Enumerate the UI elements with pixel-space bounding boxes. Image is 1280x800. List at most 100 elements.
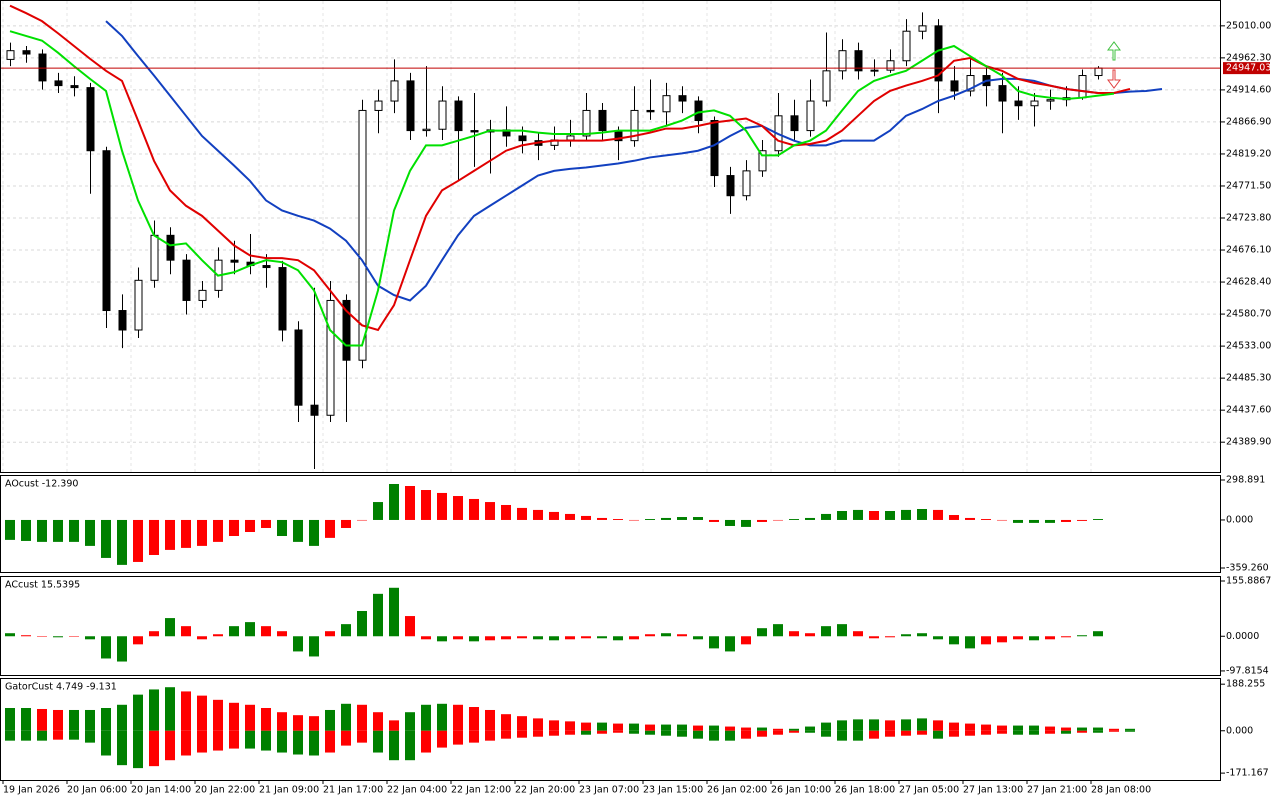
histogram-bar	[1093, 631, 1103, 637]
y-tick-label: 24962.30	[1226, 52, 1271, 63]
histogram-bar	[629, 730, 639, 734]
histogram-bar	[869, 719, 879, 731]
histogram-bar	[773, 728, 783, 731]
histogram-bar	[709, 725, 719, 731]
candle-body	[134, 279, 143, 331]
histogram-bar	[405, 486, 415, 520]
histogram-bar	[597, 517, 607, 520]
histogram-bar	[149, 631, 159, 637]
histogram-bar	[981, 636, 991, 645]
histogram-bar	[853, 730, 863, 741]
histogram-bar	[549, 720, 559, 731]
histogram-bar	[533, 636, 543, 640]
histogram-bar	[101, 707, 111, 731]
histogram-bar	[309, 519, 319, 546]
x-tick-label: 26 Jan 18:00	[835, 785, 895, 796]
histogram-bar	[133, 519, 143, 562]
x-tick-label: 27 Jan 05:00	[899, 785, 959, 796]
histogram-bar	[293, 715, 303, 731]
histogram-bar	[37, 708, 47, 731]
histogram-bar	[325, 631, 335, 637]
y-tick-label: 24771.50	[1226, 180, 1271, 191]
histogram-bar	[309, 636, 319, 657]
histogram-bar	[677, 724, 687, 731]
histogram-bar	[1029, 636, 1039, 641]
y-tick-label: 24866.90	[1226, 116, 1271, 127]
histogram-bar	[165, 519, 175, 550]
histogram-bar	[53, 730, 63, 740]
histogram-bar	[341, 519, 351, 528]
histogram-bar	[469, 730, 479, 743]
candle-body	[678, 95, 687, 102]
candle-body	[118, 310, 127, 331]
histogram-bar	[101, 519, 111, 558]
histogram-bar	[677, 517, 687, 520]
histogram-bar	[357, 519, 367, 521]
histogram-bar	[69, 519, 79, 542]
histogram-bar	[1029, 519, 1039, 523]
candle-body	[438, 100, 447, 130]
histogram-bar	[421, 636, 431, 640]
candle-body	[870, 69, 879, 72]
histogram-bar	[149, 689, 159, 731]
histogram-bar	[341, 703, 351, 731]
histogram-bar	[389, 483, 399, 520]
histogram-bar	[117, 519, 127, 565]
histogram-bar	[997, 730, 1007, 734]
histogram-bar	[581, 636, 591, 639]
y-tick-label: -359.260	[1226, 562, 1269, 573]
candle-body	[1078, 75, 1087, 99]
x-tick-label: 27 Jan 13:00	[963, 785, 1023, 796]
histogram-bar	[453, 636, 463, 640]
histogram-bar	[661, 633, 671, 637]
histogram-bar	[1093, 519, 1103, 520]
histogram-bar	[613, 519, 623, 520]
histogram-bar	[901, 634, 911, 637]
histogram-bar	[85, 519, 95, 546]
histogram-bar	[821, 626, 831, 637]
histogram-bar	[437, 703, 447, 731]
current-price-box	[1223, 62, 1270, 75]
candle-body	[326, 299, 335, 416]
y-tick-label: 0.000	[1226, 514, 1253, 525]
candle-body	[182, 259, 191, 301]
histogram-bar	[725, 730, 735, 741]
histogram-bar	[277, 730, 287, 753]
histogram-bar	[53, 636, 63, 638]
histogram-bar	[565, 513, 575, 520]
histogram-bar	[933, 509, 943, 520]
histogram-bar	[597, 730, 607, 734]
histogram-bar	[197, 730, 207, 753]
histogram-bar	[981, 724, 991, 731]
histogram-bar	[549, 511, 559, 520]
histogram-bar	[213, 699, 223, 731]
histogram-bar	[373, 730, 383, 753]
histogram-bar	[1029, 730, 1039, 735]
histogram-bar	[741, 727, 751, 731]
histogram-bar	[725, 519, 735, 526]
y-tick-label: 24914.60	[1226, 84, 1271, 95]
histogram-bar	[805, 633, 815, 637]
histogram-bar	[613, 636, 623, 641]
candle-body	[630, 109, 639, 142]
histogram-bar	[37, 519, 47, 542]
ac-frame	[0, 576, 1221, 676]
candle-body	[278, 267, 287, 331]
histogram-bar	[181, 691, 191, 731]
y-tick-label: 24533.00	[1226, 341, 1271, 352]
histogram-bar	[85, 636, 95, 640]
histogram-bar	[869, 730, 879, 739]
histogram-bar	[149, 519, 159, 555]
x-tick-label: 26 Jan 02:00	[707, 785, 767, 796]
histogram-bar	[757, 628, 767, 637]
histogram-bar	[853, 719, 863, 731]
histogram-bar	[69, 636, 79, 637]
histogram-bar	[549, 730, 559, 736]
histogram-bar	[629, 519, 639, 521]
histogram-bar	[501, 636, 511, 640]
histogram-bar	[501, 730, 511, 739]
histogram-bar	[485, 502, 495, 520]
histogram-bar	[869, 636, 879, 639]
histogram-bar	[325, 709, 335, 731]
